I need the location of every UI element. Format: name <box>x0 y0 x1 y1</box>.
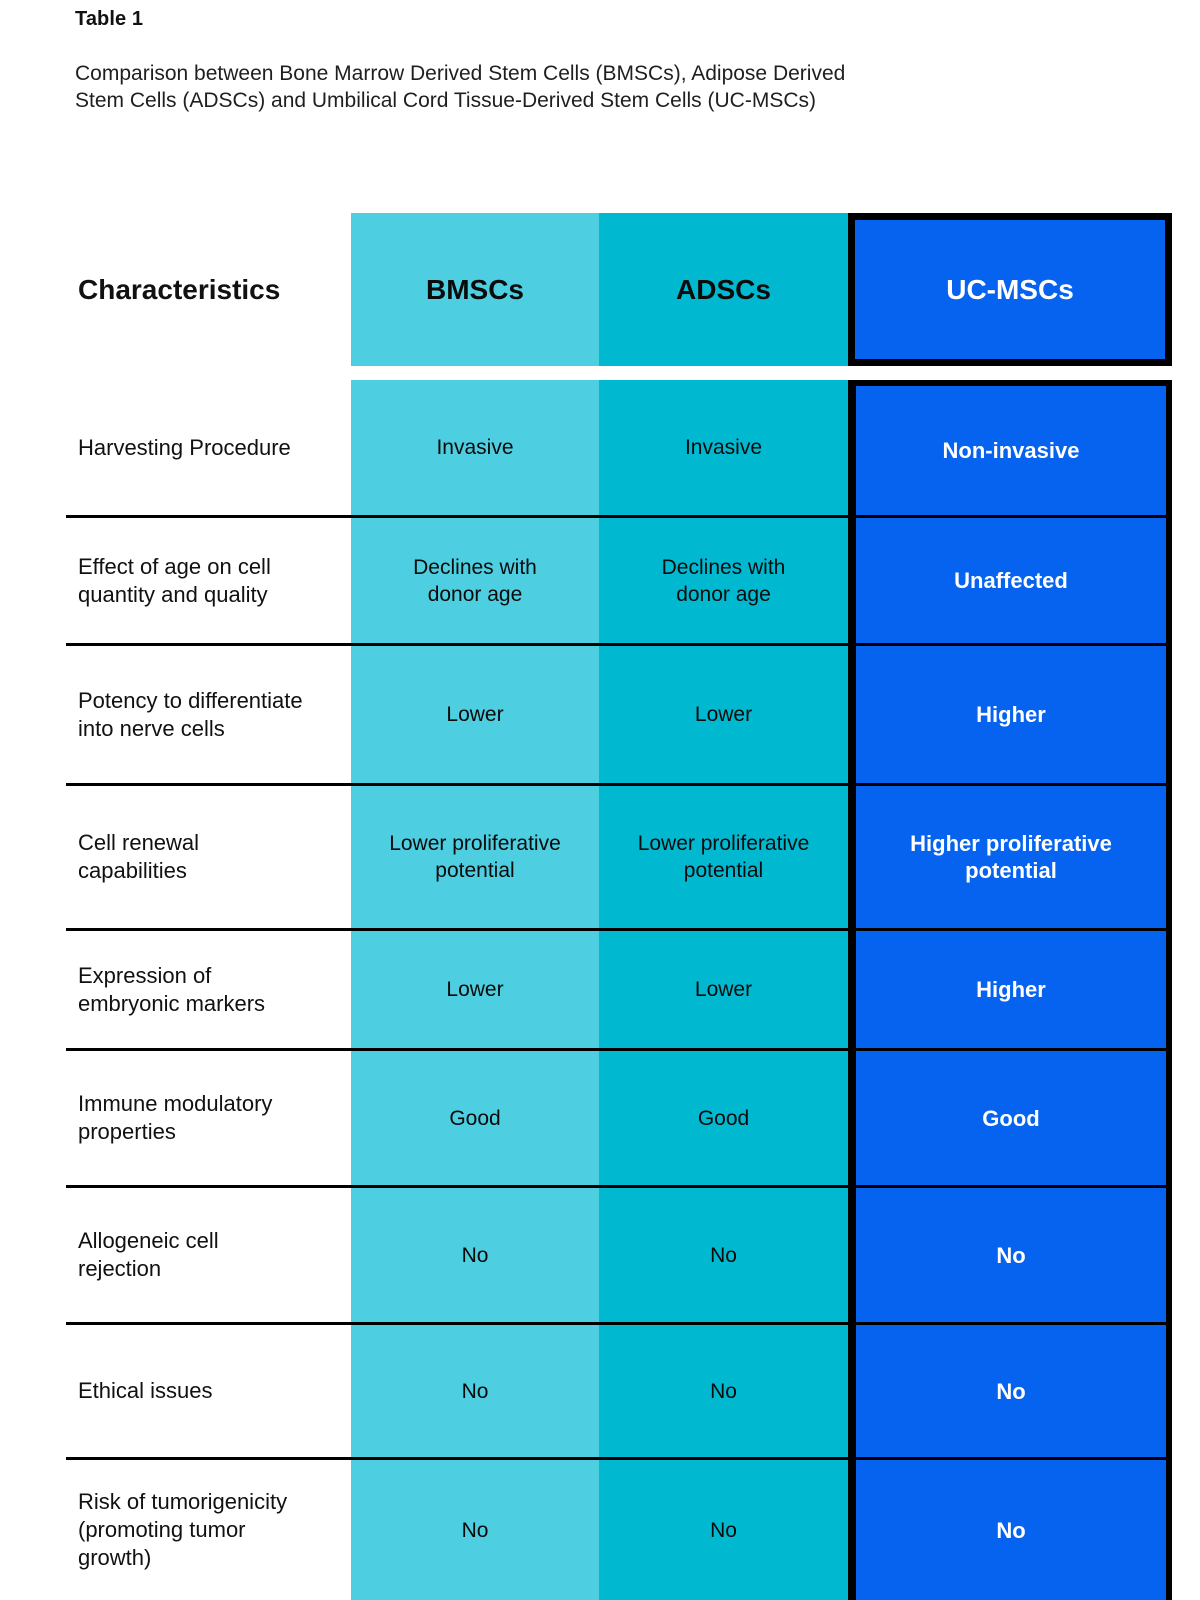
row-label: Effect of age on cell quantity and quali… <box>78 553 271 607</box>
cell-ucmsc: No <box>996 1242 1026 1268</box>
column-band-bmsc <box>351 380 599 1600</box>
row-divider <box>66 1322 1172 1325</box>
cell-adsc: Lower <box>694 703 753 726</box>
cell-ucmsc: No <box>996 1517 1026 1543</box>
row-divider <box>66 1048 1172 1051</box>
cell-ucmsc: Unaffected <box>954 568 1068 593</box>
cell-adsc: No <box>710 1379 737 1403</box>
row-divider <box>66 1457 1172 1460</box>
column-band-ucmsc-highlighted <box>848 380 1172 1600</box>
column-header-characteristics: Characteristics <box>78 273 281 305</box>
cell-adsc: No <box>710 1243 737 1267</box>
cell-bmsc: Lower proliferative potential <box>389 832 561 882</box>
row-label: Potency to differentiate into nerve cell… <box>78 687 303 741</box>
cell-bmsc: No <box>461 1379 489 1403</box>
cell-ucmsc: Higher <box>976 702 1046 727</box>
cell-adsc: Lower <box>694 978 753 1001</box>
row-divider <box>66 515 1172 518</box>
cell-adsc: Lower proliferative potential <box>637 832 810 882</box>
column-header-ucmsc: UC-MSCs <box>848 213 1172 366</box>
row-label: Harvesting Procedure <box>78 434 291 460</box>
cell-bmsc: Good <box>449 1106 501 1130</box>
row-divider <box>66 643 1172 646</box>
row-label: Expression of embryonic markers <box>78 962 266 1016</box>
table-title: Table 1 <box>75 8 144 30</box>
row-label: Risk of tumorigenicity (promoting tumor … <box>78 1489 288 1570</box>
cell-bmsc: Invasive <box>436 436 514 459</box>
column-header-adsc: ADSCs <box>599 213 848 366</box>
column-header-bmsc: BMSCs <box>351 213 599 366</box>
cell-ucmsc: Non-invasive <box>942 438 1080 463</box>
cell-adsc: Declines with donor age <box>661 555 786 606</box>
cell-ucmsc: Higher <box>976 977 1046 1002</box>
cell-bmsc: No <box>461 1243 489 1267</box>
row-label: Cell renewal capabilities <box>78 830 200 883</box>
cell-bmsc: Lower <box>446 703 504 726</box>
column-band-adsc <box>599 380 848 1600</box>
cell-ucmsc: No <box>996 1378 1026 1404</box>
cell-adsc: Invasive <box>684 436 763 459</box>
row-divider <box>66 783 1172 786</box>
row-divider <box>66 1185 1172 1188</box>
row-label: Allogeneic cell rejection <box>78 1228 219 1281</box>
row-divider <box>66 928 1172 931</box>
cell-ucmsc: Higher proliferative potential <box>910 831 1112 883</box>
cell-adsc: Good <box>697 1106 750 1130</box>
cell-bmsc: Declines with donor age <box>413 555 537 606</box>
cell-adsc: No <box>710 1518 737 1542</box>
cell-bmsc: No <box>461 1518 489 1542</box>
row-label: Ethical issues <box>78 1378 213 1403</box>
table-caption: Comparison between Bone Marrow Derived S… <box>75 62 846 112</box>
cell-bmsc: Lower <box>446 978 504 1001</box>
cell-ucmsc: Good <box>982 1105 1040 1131</box>
row-label: Immune modulatory properties <box>78 1091 273 1144</box>
